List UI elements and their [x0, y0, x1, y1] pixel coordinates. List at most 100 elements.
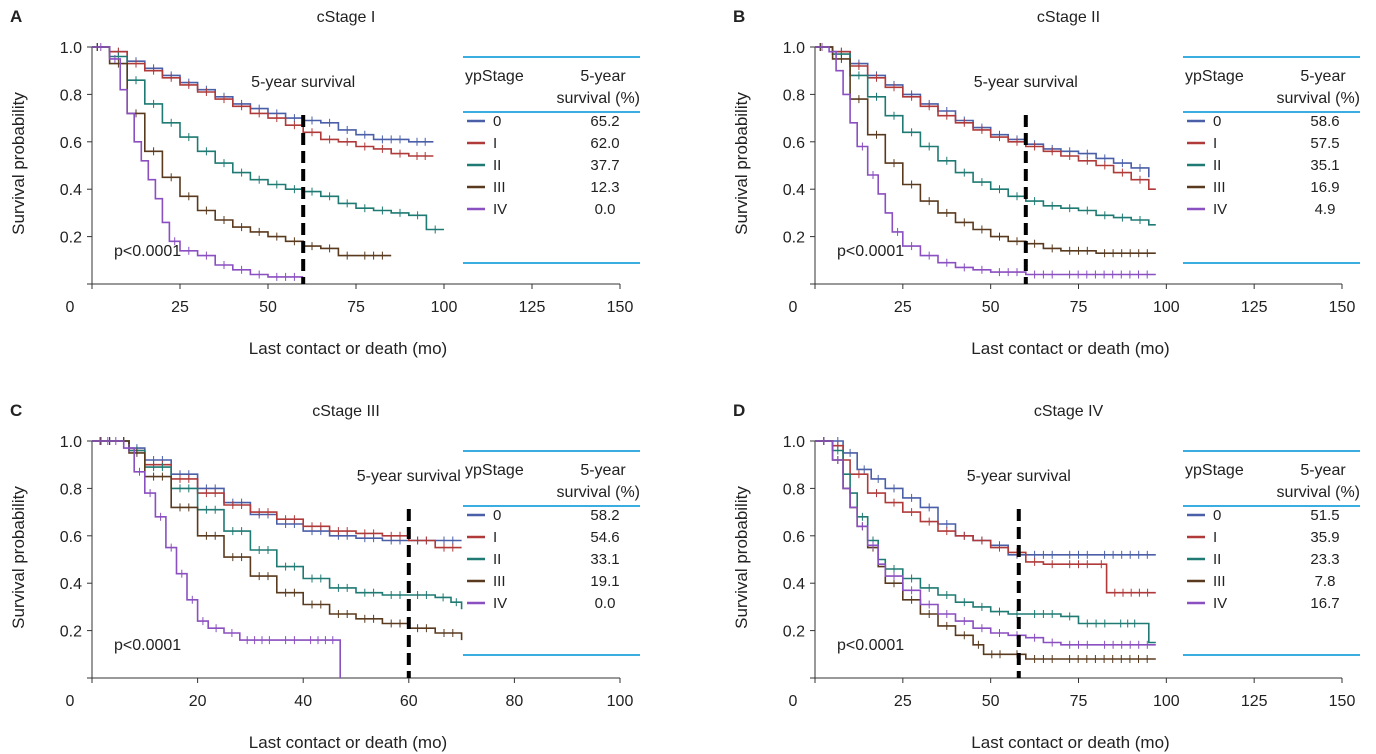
x-axis-label: Last contact or death (mo): [971, 339, 1169, 358]
legend-survival-I: 35.9: [1310, 529, 1339, 546]
five-year-annotation: 5-year survival: [357, 468, 461, 485]
y-tick-label: 0.6: [783, 135, 805, 152]
x-tick-label: 50: [982, 299, 1000, 316]
chart-title: cStage III: [312, 403, 380, 420]
x-tick-label: 100: [431, 299, 458, 316]
series-line-II: [815, 440, 1156, 644]
plot-area: [815, 43, 1156, 279]
legend-stage-II: II: [493, 551, 501, 568]
censor-marks-I: [100, 437, 454, 552]
five-year-annotation: 5-year survival: [974, 74, 1078, 91]
y-tick-label: 0.8: [783, 481, 805, 498]
legend-header-survival-2: survival (%): [1276, 484, 1360, 501]
x-axis-label: Last contact or death (mo): [971, 733, 1169, 752]
legend-survival-0: 51.5: [1310, 507, 1339, 524]
legend-survival-IV: 0.0: [595, 201, 616, 218]
y-axis-label: Survival probability: [9, 486, 28, 629]
legend-survival-III: 16.9: [1310, 179, 1339, 196]
legend-table: ypStage 5-year survival (%) 0 58.6 I 57.5 II 35.…: [1183, 56, 1360, 264]
x-axis-label: Last contact or death (mo): [249, 733, 447, 752]
censor-marks-II: [96, 43, 436, 234]
censor-marks-I: [96, 43, 426, 160]
x-tick-label: 150: [607, 299, 634, 316]
y-axis-label: Survival probability: [732, 92, 751, 235]
legend-header-survival-1: 5-year: [580, 462, 626, 479]
legend-header-stage: ypStage: [465, 68, 524, 85]
legend-survival-IV: 4.9: [1315, 201, 1336, 218]
series-line-IV: [92, 46, 304, 278]
series-line-0: [815, 440, 1156, 556]
x-tick-label: 25: [171, 299, 189, 316]
legend-header-survival-1: 5-year: [1300, 462, 1346, 479]
legend-survival-III: 12.3: [590, 179, 619, 196]
legend-stage-II: II: [493, 157, 501, 174]
y-tick-label: 0.4: [60, 182, 82, 199]
x-tick-label: 75: [1070, 299, 1088, 316]
legend-table: ypStage 5-year survival (%) 0 65.2 I 62.0 II 37.…: [463, 56, 640, 264]
legend-survival-0: 58.2: [590, 507, 619, 524]
series-line-II: [92, 46, 444, 231]
series-line-IV: [815, 46, 1156, 276]
p-value: p<0.0001: [837, 637, 904, 654]
censor-marks-0: [96, 43, 426, 146]
y-tick-label: 0.8: [60, 481, 82, 498]
legend-stage-IV: IV: [493, 595, 507, 612]
panel-letter: A: [10, 7, 22, 26]
legend-survival-0: 58.6: [1310, 113, 1339, 130]
censor-marks-III: [819, 43, 1148, 258]
x-tick-label: 50: [982, 693, 1000, 710]
series-line-I: [815, 46, 1156, 190]
x-tick-label: 125: [519, 299, 546, 316]
legend-stage-III: III: [493, 179, 506, 196]
legend-survival-II: 23.3: [1310, 551, 1339, 568]
censor-marks-III: [96, 43, 383, 260]
y-tick-label: 0.2: [783, 230, 805, 247]
legend-header-survival-2: survival (%): [556, 90, 640, 107]
series-line-IV: [92, 440, 341, 678]
legend-stage-III: III: [1213, 573, 1226, 590]
legend-stage-I: I: [493, 135, 497, 152]
x-tick-label: 100: [1153, 299, 1180, 316]
legend-stage-II: II: [1213, 157, 1221, 174]
legend-survival-II: 33.1: [590, 551, 619, 568]
censor-marks-II: [823, 437, 1136, 628]
legend-survival-III: 19.1: [590, 573, 619, 590]
censor-marks-I: [823, 437, 1149, 597]
series-line-III: [815, 46, 1156, 254]
x-tick-label: 150: [1329, 693, 1356, 710]
x-tick-label: 100: [607, 693, 634, 710]
x-tick-label: 100: [1153, 693, 1180, 710]
p-value: p<0.0001: [114, 243, 181, 260]
legend-survival-IV: 0.0: [595, 595, 616, 612]
censor-marks-II: [819, 43, 1141, 224]
x-tick-label: 75: [1070, 693, 1088, 710]
series-line-I: [92, 46, 434, 157]
five-year-annotation: 5-year survival: [967, 468, 1071, 485]
series-line-0: [92, 46, 434, 143]
panel-letter: B: [733, 7, 745, 26]
y-tick-label: 1.0: [60, 40, 82, 57]
legend-stage-0: 0: [1213, 507, 1221, 524]
legend-stage-III: III: [1213, 179, 1226, 196]
y-tick-label: 0.2: [60, 230, 82, 247]
legend-header-stage: ypStage: [1185, 462, 1244, 479]
x-tick-label: 0: [66, 693, 75, 710]
y-tick-label: 0.6: [783, 529, 805, 546]
x-tick-label: 50: [259, 299, 277, 316]
chart-title: cStage I: [317, 9, 376, 26]
y-axis-label: Survival probability: [9, 92, 28, 235]
x-tick-label: 0: [66, 299, 75, 316]
y-axis-label: Survival probability: [732, 486, 751, 629]
y-tick-label: 0.2: [783, 624, 805, 641]
y-tick-label: 0.8: [783, 87, 805, 104]
legend-stage-IV: IV: [493, 201, 507, 218]
y-tick-label: 0.6: [60, 529, 82, 546]
censor-marks-IV: [99, 437, 334, 645]
y-tick-label: 0.4: [783, 182, 805, 199]
x-tick-label: 25: [894, 299, 912, 316]
legend-survival-II: 35.1: [1310, 157, 1339, 174]
legend-survival-III: 7.8: [1315, 573, 1336, 590]
